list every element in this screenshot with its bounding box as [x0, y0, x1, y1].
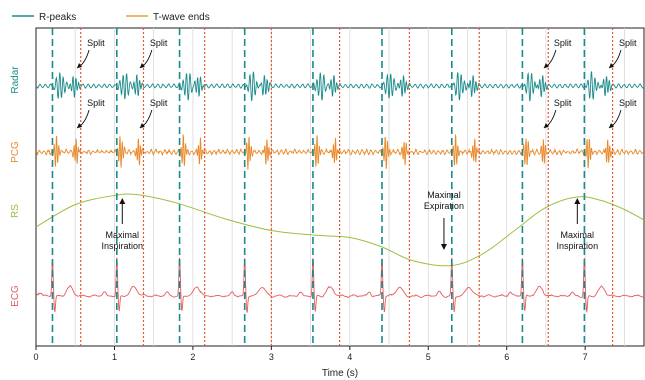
- channel-label-pcg: PCG: [10, 141, 21, 163]
- split-label: Split: [619, 98, 637, 108]
- split-label: Split: [150, 98, 168, 108]
- split-arrowhead: [543, 63, 549, 68]
- rs-trace: [35, 193, 645, 267]
- legend-label-r-peaks: R-peaks: [39, 12, 76, 23]
- split-arrowhead: [608, 123, 614, 128]
- pcg-trace: [36, 133, 645, 170]
- traces: [35, 71, 645, 313]
- annotation-arrowhead: [574, 198, 581, 204]
- annotation-label: Expiration: [424, 201, 464, 211]
- grid: [74, 28, 625, 346]
- x-tick-label: 4: [347, 352, 352, 362]
- split-arrowhead: [608, 63, 614, 68]
- x-tick-label: 6: [504, 352, 509, 362]
- channel-label-radar: Radar: [10, 66, 21, 94]
- split-arrowhead: [139, 123, 145, 128]
- split-arrowhead: [77, 123, 83, 128]
- channel-label-rs: RS: [10, 204, 21, 218]
- split-label: Split: [619, 38, 637, 48]
- x-tick-label: 2: [190, 352, 195, 362]
- split-label: Split: [150, 38, 168, 48]
- x-tick-label: 5: [426, 352, 431, 362]
- channel-label-ecg: ECG: [10, 285, 21, 307]
- annotation-arrowhead: [440, 244, 447, 250]
- split-arrowhead: [139, 63, 145, 68]
- annotation-label: Maximal: [561, 230, 595, 240]
- split-label: Split: [87, 38, 105, 48]
- x-axis: 0 1 2 3 4 5 6 7: [33, 346, 588, 362]
- split-arrowhead: [77, 63, 83, 68]
- annotation-label: Maximal: [106, 230, 140, 240]
- legend-label-t-wave-ends: T-wave ends: [153, 12, 210, 23]
- channel-labels: Radar PCG RS ECG: [10, 66, 21, 307]
- x-tick-label: 3: [269, 352, 274, 362]
- split-label: Split: [87, 98, 105, 108]
- legend: R-peaks T-wave ends: [12, 12, 210, 23]
- x-tick-label: 1: [112, 352, 117, 362]
- split-arrowhead: [543, 123, 549, 128]
- annotation-label: Inspiration: [557, 241, 599, 251]
- annotation-label: Inspiration: [102, 241, 144, 251]
- annotation-arrowhead: [119, 198, 126, 204]
- x-axis-label: Time (s): [322, 368, 358, 379]
- split-label: Split: [554, 98, 572, 108]
- split-label: Split: [554, 38, 572, 48]
- event-markers: [51, 28, 614, 346]
- radar-trace: [35, 71, 645, 102]
- x-tick-label: 0: [33, 352, 38, 362]
- annotation-label: Maximal: [427, 190, 461, 200]
- annotations: Split Split Split Split Split Split Split Split…: [76, 38, 637, 251]
- x-tick-label: 7: [583, 352, 588, 362]
- ecg-trace: [35, 257, 645, 313]
